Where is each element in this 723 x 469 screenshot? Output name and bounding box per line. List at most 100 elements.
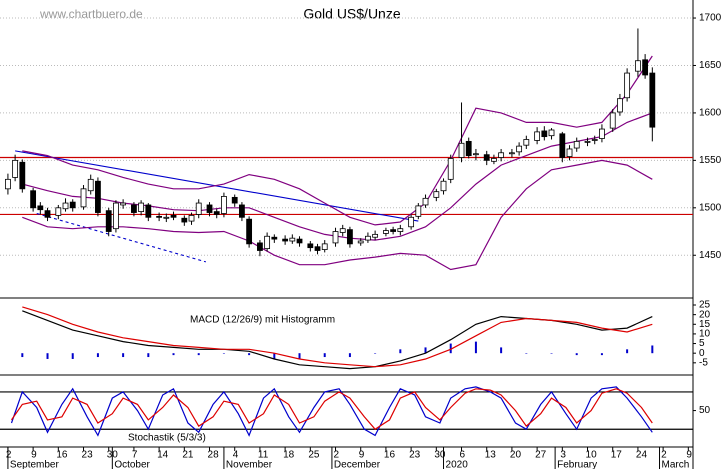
x-tick-label: 24 (636, 450, 648, 461)
x-tick-label: 13 (485, 450, 497, 461)
candle-body (390, 229, 397, 232)
candle-body (195, 202, 202, 215)
candle-body (55, 207, 62, 216)
x-tick-label: 21 (182, 450, 194, 461)
candle-body (131, 204, 137, 213)
histogram-bar (374, 353, 377, 354)
candle-body (231, 196, 238, 204)
candle-body (584, 140, 591, 143)
candle-body (566, 148, 573, 157)
candle-body (296, 238, 303, 244)
x-tick-label: 9 (359, 450, 365, 461)
candle-body (635, 60, 641, 72)
candle-body (548, 129, 555, 137)
candle-body (397, 228, 404, 232)
candle-body (509, 152, 515, 155)
y-tick-label: 1550 (699, 155, 722, 166)
x-tick-label: 28 (208, 450, 220, 461)
candle-body (257, 242, 263, 251)
x-tick-label: 16 (56, 450, 68, 461)
candle-body (113, 202, 119, 230)
candle-body (649, 72, 656, 128)
histogram-bar (626, 349, 629, 354)
candle-body (264, 235, 271, 250)
candle-body (170, 214, 177, 218)
x-tick-label: 2 (661, 450, 667, 461)
histogram-bar (525, 353, 528, 354)
candle-body (415, 205, 422, 217)
y-tick-label: 1600 (699, 108, 722, 119)
candle-body (422, 197, 429, 206)
candle-body (105, 210, 112, 232)
month-label: October (114, 460, 150, 469)
candle-body (357, 240, 364, 244)
histogram-bar (449, 343, 452, 354)
candle-body (37, 205, 44, 211)
candle-body (80, 188, 87, 208)
histogram-bar (424, 347, 427, 354)
y-tick-label: 0 (699, 348, 705, 359)
candle-body (609, 112, 616, 129)
candle-body (213, 211, 220, 215)
candle-body (624, 72, 631, 99)
candle-body (523, 139, 530, 146)
candle-body (188, 214, 195, 222)
histogram-bar (348, 353, 351, 358)
candle-body (62, 202, 69, 210)
candle-body (44, 210, 51, 218)
y-tick-label: 5 (699, 338, 705, 349)
candle-body (120, 202, 127, 206)
x-tick-label: 9 (686, 450, 692, 461)
candle-body (573, 140, 580, 149)
histogram-bar (71, 353, 74, 359)
x-tick-label: 7 (132, 450, 138, 461)
series-line (11, 388, 653, 430)
x-tick-label: 18 (283, 450, 295, 461)
y-tick-label: 25 (699, 300, 711, 311)
histogram-bar (172, 353, 175, 356)
histogram-bar (600, 353, 603, 356)
month-label: December (334, 460, 381, 469)
candle-body (433, 191, 440, 198)
candle-body (347, 229, 353, 245)
histogram-bar (46, 353, 49, 359)
y-tick-label: 1500 (699, 202, 722, 213)
candle-body (372, 233, 379, 238)
candle-body (181, 217, 188, 223)
month-label: February (557, 460, 597, 469)
candle-body (19, 161, 26, 190)
candle-body (239, 204, 245, 218)
candle-body (156, 215, 163, 218)
y-tick-label: 1450 (699, 250, 722, 261)
series-line (22, 159, 653, 271)
histogram-bar (575, 353, 578, 356)
candle-body (408, 216, 415, 228)
candle-body (87, 178, 94, 192)
x-tick-label: 30 (434, 450, 446, 461)
x-tick-label: 4 (233, 450, 239, 461)
candle-body (516, 145, 523, 153)
candle-body (440, 180, 447, 192)
x-tick-label: 3 (560, 450, 566, 461)
x-tick-label: 14 (157, 450, 169, 461)
histogram-bar (550, 353, 553, 354)
candle-body (465, 140, 472, 157)
candle-body (12, 159, 19, 178)
y-tick-label: 1650 (699, 60, 722, 71)
y-tick-label: 10 (699, 329, 711, 340)
histogram-bar (147, 353, 150, 358)
candle-body (599, 128, 605, 139)
histogram-bar (21, 353, 24, 358)
candle-body (365, 235, 371, 241)
candle-body (163, 216, 170, 219)
month-label: 2020 (446, 460, 469, 469)
candle-body (30, 190, 37, 209)
candle-body (314, 246, 321, 251)
candle-body (5, 178, 11, 190)
candle-body (383, 230, 389, 234)
candle-body (447, 158, 454, 180)
candle-body (282, 238, 289, 242)
panel-label: MACD (12/26/9) mit Histogramm (190, 315, 335, 326)
y-tick-label: 15 (699, 319, 711, 330)
